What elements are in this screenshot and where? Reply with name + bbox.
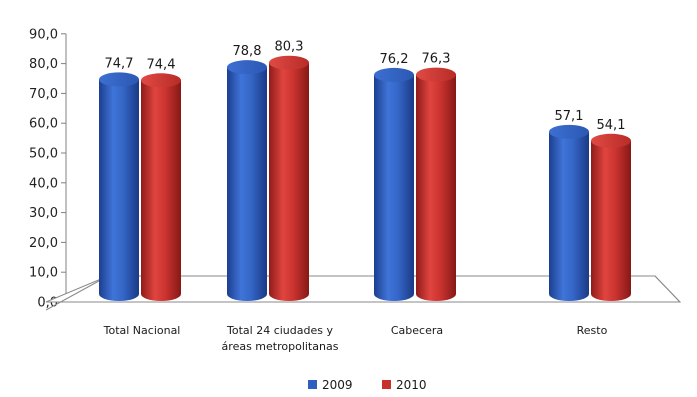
bar-2009-2 bbox=[374, 67, 414, 301]
category-label: áreas metropolitanas bbox=[222, 340, 339, 353]
data-label: 78,8 bbox=[233, 44, 262, 59]
bar-2009-0 bbox=[99, 72, 139, 301]
data-label: 57,1 bbox=[555, 109, 584, 124]
category-label: Total 24 ciudades y bbox=[226, 324, 333, 337]
bar-body bbox=[416, 74, 456, 301]
floor-side-edge bbox=[45, 275, 109, 311]
legend-label: 2010 bbox=[396, 378, 427, 392]
y-tick-label: 50,0 bbox=[29, 147, 58, 162]
category-label: Total Nacional bbox=[103, 324, 181, 337]
y-tick-label: 90,0 bbox=[29, 27, 58, 42]
bar-body bbox=[591, 140, 631, 301]
y-tick-label: 60,0 bbox=[29, 117, 58, 132]
bar-body bbox=[99, 79, 139, 301]
bar-top bbox=[591, 133, 631, 148]
data-labels-layer: 74,7 78,8 76,2 57,1 74,4 80,3 76,3 54,1 bbox=[105, 40, 626, 133]
bar-2010-3 bbox=[591, 133, 631, 301]
data-label: 76,2 bbox=[380, 52, 409, 67]
category-label: Cabecera bbox=[391, 324, 443, 337]
bar-top bbox=[227, 60, 267, 75]
bar-body bbox=[141, 80, 181, 302]
y-tick-label: 20,0 bbox=[29, 236, 58, 251]
legend-swatch bbox=[382, 380, 391, 389]
legend-label: 2009 bbox=[322, 378, 353, 392]
bar-top bbox=[416, 67, 456, 82]
category-labels-layer: Total Nacional Total 24 ciudades y áreas m… bbox=[103, 324, 608, 353]
data-label: 54,1 bbox=[597, 118, 626, 133]
floor-right-edge bbox=[654, 275, 681, 303]
legend-swatch bbox=[308, 380, 317, 389]
bar-2010-0 bbox=[141, 73, 181, 302]
y-tick-label: 40,0 bbox=[29, 176, 58, 191]
y-tick-label: 80,0 bbox=[29, 57, 58, 72]
bars-layer bbox=[99, 55, 631, 302]
bar-body bbox=[227, 67, 267, 302]
chart-floor bbox=[45, 275, 682, 311]
bar-body bbox=[549, 131, 589, 301]
bar-2010-2 bbox=[416, 67, 456, 301]
bar-top bbox=[374, 67, 414, 82]
bar-2009-3 bbox=[549, 124, 589, 301]
y-tick-label: 70,0 bbox=[29, 87, 58, 102]
bar-body bbox=[269, 62, 309, 302]
bar-2010-1 bbox=[269, 55, 309, 302]
data-label: 80,3 bbox=[275, 40, 304, 55]
data-label: 74,7 bbox=[105, 56, 134, 71]
bar-top bbox=[549, 124, 589, 139]
bar-top bbox=[269, 55, 309, 70]
data-label: 76,3 bbox=[422, 52, 451, 67]
data-label: 74,4 bbox=[147, 57, 176, 72]
bar-2009-1 bbox=[227, 60, 267, 302]
bar-top bbox=[99, 72, 139, 87]
axis-layer: 0,010,020,030,040,050,060,070,080,090,0 bbox=[29, 27, 67, 311]
y-tick-label: 10,0 bbox=[29, 266, 58, 281]
bar-body bbox=[374, 74, 414, 301]
category-label: Resto bbox=[577, 324, 608, 337]
legend: 2009 2010 bbox=[308, 378, 427, 392]
y-tick-label: 30,0 bbox=[29, 206, 58, 221]
bar-top bbox=[141, 73, 181, 88]
